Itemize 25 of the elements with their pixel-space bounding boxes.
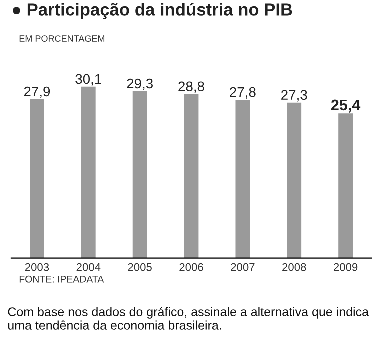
bar — [184, 94, 199, 258]
data-label: 28,8 — [178, 82, 204, 94]
chart-subtitle: EM PORCENTAGEM — [20, 36, 105, 42]
data-label: 27,9 — [24, 86, 50, 98]
chart-title: ● Participação da indústria no PIB — [13, 2, 292, 20]
bar — [132, 91, 148, 258]
bar — [287, 102, 302, 258]
data-label: 29,3 — [127, 78, 153, 90]
bar — [338, 114, 353, 258]
bar — [81, 86, 96, 258]
x-tick-label: 2005 — [128, 263, 152, 272]
data-label: 27,3 — [282, 90, 308, 102]
x-tick-label: 2007 — [231, 263, 255, 272]
x-tick-label: 2004 — [76, 263, 101, 272]
text: Com base nos dados do gráfico, assinale a alternativa que indica uma tendência da economia brasileira. — [8, 307, 369, 330]
data-label: 25,4 — [331, 100, 361, 113]
data-label: 30,1 — [76, 74, 102, 86]
data-label: 27,8 — [230, 87, 256, 99]
x-tick-label: 2008 — [282, 263, 306, 272]
source-note: FONTE: IPEADATA — [20, 276, 104, 283]
x-tick-label: 2009 — [334, 263, 358, 272]
x-tick-label: 2003 — [25, 263, 50, 272]
bar — [30, 99, 44, 258]
bar — [236, 100, 250, 258]
x-tick-label: 2006 — [180, 263, 204, 272]
